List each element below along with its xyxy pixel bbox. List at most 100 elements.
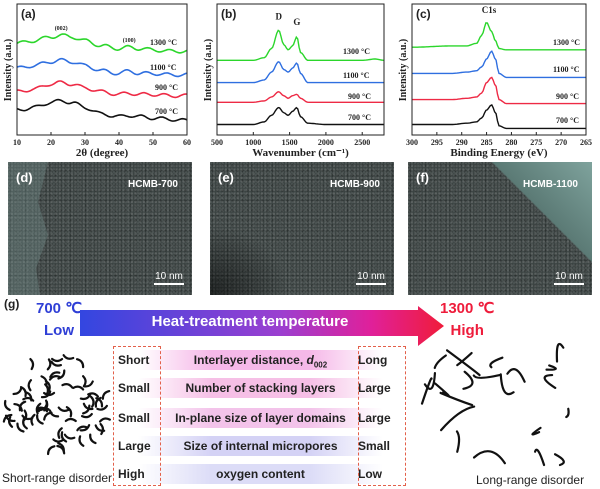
long-carbon-layer	[434, 382, 450, 398]
long-carbon-layer	[555, 343, 565, 363]
short-carbon-layer	[79, 393, 92, 401]
low-temperature-label: 700 ℃ Low	[36, 298, 82, 342]
x-tick-label: 500	[211, 138, 223, 147]
series-label: 700 °C	[556, 116, 579, 125]
short-carbon-layer	[3, 399, 11, 412]
short-carbon-layer	[72, 385, 85, 391]
long-carbon-layer	[445, 349, 481, 377]
long-carbon-layer	[462, 370, 474, 390]
panel-label: (b)	[221, 7, 236, 21]
series-line	[412, 22, 586, 51]
short-carbon-layer	[98, 417, 111, 423]
y-axis-label: Intensity (a.u.)	[3, 39, 14, 102]
scale-bar: 10 nm	[356, 271, 386, 285]
panel-label: (c)	[416, 7, 431, 21]
x-tick-label: 290	[456, 138, 468, 147]
long-carbon-layer	[533, 448, 546, 467]
high-value: Low	[358, 467, 382, 481]
property-row: Short Interlayer distance, d002 Long	[118, 350, 403, 370]
long-carbon-layer	[423, 372, 437, 390]
short-carbon-layer	[99, 422, 105, 436]
row-background	[138, 350, 383, 370]
plot-frame	[16, 3, 188, 136]
short-carbon-layer	[46, 358, 52, 371]
y-axis-label: Intensity (a.u.)	[203, 39, 214, 102]
series-label: 1300 °C	[150, 38, 177, 47]
sample-name: HCMB-900	[329, 179, 380, 190]
short-carbon-layer	[82, 380, 94, 388]
low-value: High	[118, 467, 145, 481]
series-label: 900 °C	[348, 92, 371, 101]
series-label: 700 °C	[348, 113, 371, 122]
panel-label: (e)	[218, 170, 234, 185]
short-carbon-layer	[52, 438, 65, 443]
plot-frame	[411, 3, 587, 136]
property-name: Interlayer distance, d002	[193, 353, 328, 370]
peak-annotation: G	[293, 17, 300, 27]
short-carbon-layer	[16, 422, 25, 433]
y-axis-label: Intensity (a.u.)	[398, 39, 409, 102]
tem-image-hcmb-900: (e) HCMB-900 10 nm	[210, 162, 394, 295]
temperature-arrow	[80, 306, 444, 346]
x-tick-label: 275	[530, 138, 542, 147]
short-carbon-layer	[50, 360, 63, 367]
long-carbon-layer	[472, 450, 506, 465]
scale-bar: 10 nm	[154, 271, 184, 285]
long-carbon-layer	[499, 373, 515, 396]
short-carbon-layer	[44, 380, 51, 392]
high-label: High	[450, 322, 484, 339]
tem-image-hcmb-700: (d) HCMB-700 10 nm	[8, 162, 192, 295]
short-carbon-layer	[44, 383, 50, 396]
high-value: Long	[358, 353, 388, 367]
long-range-disorder-illustration	[420, 343, 570, 467]
short-carbon-layer	[78, 435, 85, 447]
short-carbon-layer	[2, 413, 13, 423]
short-carbon-layer	[46, 445, 56, 456]
x-tick-label: 60	[183, 138, 191, 147]
short-carbon-layer	[50, 357, 64, 363]
short-range-disorder-illustration	[2, 354, 111, 456]
property-name: oxygen content	[216, 467, 305, 481]
series-label: 1100 °C	[150, 63, 177, 72]
high-value: Small	[358, 439, 391, 453]
x-axis-label: Wavenumber (cm⁻¹)	[252, 147, 349, 159]
short-carbon-layer	[18, 400, 27, 412]
low-value: Short	[118, 353, 150, 367]
short-carbon-layer	[61, 383, 74, 389]
x-tick-label: 2000	[318, 138, 334, 147]
short-carbon-layer	[22, 396, 35, 402]
low-value: Small	[118, 381, 151, 395]
low-value: Small	[118, 411, 151, 425]
x-tick-label: 1000	[245, 138, 261, 147]
short-carbon-layer	[57, 406, 70, 412]
property-name: Size of internal micropores	[183, 439, 338, 453]
low-values-box	[113, 346, 161, 486]
short-carbon-layer	[21, 414, 34, 421]
chart-panel-1: 1300 °C 1100 °C 900 °C 700 °C 500 1000 1500 200…	[203, 3, 385, 159]
long-carbon-layer	[456, 351, 473, 367]
short-carbon-layer	[40, 390, 52, 399]
short-carbon-layer	[35, 402, 42, 415]
long-carbon-layer	[553, 453, 565, 467]
plot-frame	[216, 3, 385, 136]
short-carbon-layer	[64, 417, 77, 423]
short-carbon-layer	[89, 433, 97, 445]
spectra-plots: 1300 °C 1100 °C 900 °C 700 °C 10 20 30 40 50 60 2θ…	[3, 3, 592, 159]
x-axis-label: 2θ (degree)	[76, 147, 129, 159]
sample-name: HCMB-1100	[522, 179, 578, 190]
long-carbon-layer	[433, 354, 447, 370]
panel-label: (d)	[16, 170, 33, 185]
short-carbon-layer	[48, 409, 60, 418]
x-tick-label: 10	[13, 138, 21, 147]
long-carbon-layer	[489, 356, 504, 369]
series-line	[217, 106, 384, 126]
x-tick-label: 1500	[282, 138, 298, 147]
short-carbon-layer	[82, 375, 87, 388]
property-row: High oxygen content Low	[118, 464, 403, 484]
short-carbon-layer	[12, 386, 23, 396]
row-background	[138, 408, 383, 428]
series-line	[217, 91, 384, 104]
low-value: Large	[118, 439, 151, 453]
series-line	[412, 50, 586, 79]
series-label: 1300 °C	[343, 47, 370, 56]
